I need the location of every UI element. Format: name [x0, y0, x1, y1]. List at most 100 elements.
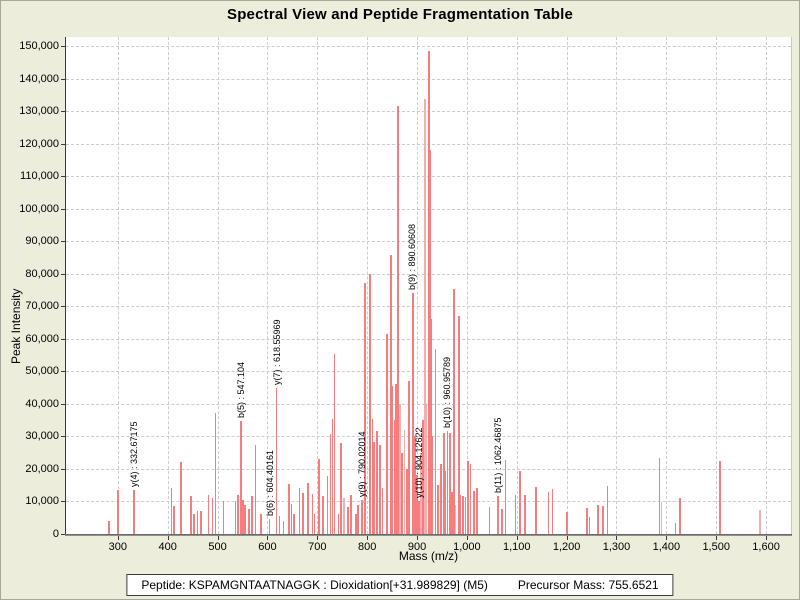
spectrum-peak [488, 506, 491, 534]
spectrum-peak [444, 470, 447, 534]
spectrum-peak [420, 452, 422, 534]
spectrum-peak [462, 495, 464, 534]
h-gridline [66, 46, 791, 48]
spectrum-peak [180, 462, 182, 534]
y-tick-mark [61, 143, 65, 145]
spectrum-peak [376, 431, 378, 534]
fragment-ion-annotation: y(7) : 618.55969 [271, 319, 282, 385]
x-tick-mark [367, 536, 369, 540]
spectrum-peak [440, 464, 442, 534]
x-tick-label: 1,300 [602, 541, 631, 553]
spectrum-peak [254, 444, 257, 534]
spectrum-peak [425, 403, 428, 534]
spectrum-peak [196, 511, 199, 534]
spectrum-peak [416, 475, 418, 534]
spectrum-peak [190, 495, 192, 534]
spectrum-peak [535, 486, 537, 534]
spectrum-peak [514, 495, 516, 534]
v-gridline [217, 37, 219, 534]
y-tick-mark [61, 371, 65, 373]
x-tick-mark [167, 536, 169, 540]
spectrum-peak [242, 499, 244, 534]
spectrum-peak [464, 496, 467, 534]
spectrum-peak [275, 387, 278, 534]
spectrum-peak [403, 429, 406, 534]
spectrum-peak [451, 491, 453, 534]
spectrum-peak [293, 513, 295, 534]
fragment-ion-annotation: y(9) : 790.02014 [357, 431, 368, 498]
y-tick-mark [61, 273, 65, 275]
spectrum-peak [379, 445, 381, 534]
spectrum-peak [173, 506, 175, 534]
x-tick-mark [566, 536, 568, 540]
spectrum-peak [443, 433, 445, 534]
spectrum-peak [361, 500, 363, 534]
fragment-ion-annotation: b(9) : 890.60608 [407, 224, 418, 291]
spectrum-peak [428, 150, 431, 534]
spectrum-peak [331, 419, 333, 534]
spectrum-peak [430, 319, 433, 534]
fragment-ion-annotation: b(5) : 547.104 [236, 361, 247, 418]
x-tick-label: 400 [158, 541, 177, 553]
spectrum-peak [399, 403, 401, 534]
v-gridline [466, 37, 468, 534]
fragment-ion-annotation: b(10) : 960.95789 [442, 356, 453, 428]
y-tick-label: 130,000 [19, 105, 59, 118]
spectrum-peak [469, 463, 472, 534]
spectrum-peak [606, 485, 609, 534]
spectrum-peak [501, 508, 503, 534]
x-tick-mark [417, 536, 419, 540]
x-tick-mark [217, 536, 219, 540]
spectrum-peak [566, 512, 568, 534]
x-tick-mark [317, 536, 319, 540]
y-tick-label: 20,000 [25, 462, 59, 475]
spectrum-peak [260, 514, 262, 534]
spectrum-peak [397, 105, 400, 534]
spectrum-peak [108, 520, 110, 534]
spectrum-peak [355, 513, 357, 534]
spectrum-peak [211, 498, 214, 534]
x-tick-mark [716, 536, 718, 540]
v-gridline [167, 37, 169, 534]
y-tick-label: 90,000 [25, 235, 59, 248]
spectrum-peak [658, 458, 661, 534]
spectrum-peak [473, 490, 475, 534]
spectrum-peak [343, 498, 345, 534]
plot-right-border [791, 37, 792, 534]
spectrum-peak [395, 384, 397, 534]
spectrum-peak [431, 436, 434, 534]
v-gridline [417, 37, 419, 534]
x-tick-label: 1,500 [702, 541, 730, 553]
x-tick-label: 1,100 [502, 541, 531, 553]
spectrum-peak [602, 506, 604, 534]
spectrum-peak [307, 482, 309, 534]
x-tick-label: 300 [108, 541, 128, 553]
v-gridline [117, 37, 119, 534]
spectrum-peak [674, 523, 677, 534]
v-gridline [766, 37, 768, 534]
spectrum-peak [453, 289, 456, 534]
y-tick-mark [61, 111, 65, 113]
v-gridline [666, 37, 668, 534]
spectrum-peak [311, 494, 314, 534]
spectrum-peak [524, 494, 526, 534]
spectrum-peak [193, 514, 195, 534]
x-tick-mark [117, 536, 119, 540]
spectrum-peak [597, 505, 599, 534]
spectrum-peak [368, 274, 371, 534]
y-tick-label: 150,000 [19, 40, 59, 53]
spectrum-peak [373, 441, 375, 534]
precursor-mass-info: Precursor Mass: 755.6521 [517, 578, 659, 592]
spectrum-peak [411, 293, 414, 534]
spectrum-peak [449, 433, 451, 534]
spectrum-peak [588, 517, 591, 534]
spectrum-peak [467, 461, 469, 534]
spectrum-peak [340, 442, 342, 534]
y-tick-label: 120,000 [19, 137, 59, 150]
x-tick-label: 1,200 [552, 541, 581, 553]
y-tick-label: 0 [52, 528, 59, 540]
spectrum-peak [551, 489, 554, 534]
fragment-ion-annotation: y(4) : 332.67175 [129, 421, 140, 488]
spectrum-peak [408, 381, 410, 534]
spectrum-peak [244, 504, 246, 534]
